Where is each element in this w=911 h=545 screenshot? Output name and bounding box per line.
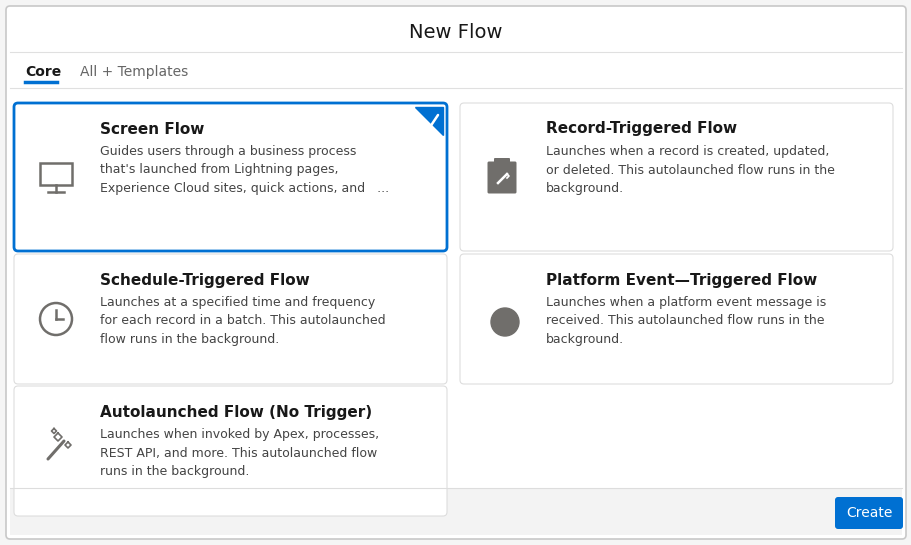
- Text: Platform Event—Triggered Flow: Platform Event—Triggered Flow: [546, 272, 816, 288]
- Text: Core: Core: [25, 65, 61, 79]
- Text: Launches when a platform event message is
received. This autolaunched flow runs : Launches when a platform event message i…: [546, 296, 825, 346]
- Text: Record-Triggered Flow: Record-Triggered Flow: [546, 122, 736, 136]
- FancyBboxPatch shape: [834, 497, 902, 529]
- Text: Launches at a specified time and frequency
for each record in a batch. This auto: Launches at a specified time and frequen…: [100, 296, 385, 346]
- FancyBboxPatch shape: [14, 103, 446, 251]
- FancyBboxPatch shape: [487, 161, 516, 193]
- Text: Screen Flow: Screen Flow: [100, 122, 204, 136]
- Circle shape: [490, 308, 518, 336]
- FancyBboxPatch shape: [40, 163, 72, 185]
- Text: Schedule-Triggered Flow: Schedule-Triggered Flow: [100, 272, 310, 288]
- FancyBboxPatch shape: [494, 158, 509, 168]
- Text: All + Templates: All + Templates: [80, 65, 188, 79]
- Text: Autolaunched Flow (No Trigger): Autolaunched Flow (No Trigger): [100, 404, 372, 420]
- Text: Create: Create: [844, 506, 891, 520]
- Text: Launches when invoked by Apex, processes,
REST API, and more. This autolaunched : Launches when invoked by Apex, processes…: [100, 428, 379, 478]
- Text: New Flow: New Flow: [409, 22, 502, 41]
- FancyBboxPatch shape: [459, 254, 892, 384]
- FancyBboxPatch shape: [6, 6, 905, 539]
- Text: Guides users through a business process
that's launched from Lightning pages,
Ex: Guides users through a business process …: [100, 145, 389, 195]
- FancyBboxPatch shape: [14, 254, 446, 384]
- Text: Launches when a record is created, updated,
or deleted. This autolaunched flow r: Launches when a record is created, updat…: [546, 145, 834, 195]
- FancyBboxPatch shape: [10, 488, 901, 535]
- Polygon shape: [415, 107, 443, 135]
- FancyBboxPatch shape: [14, 386, 446, 516]
- FancyBboxPatch shape: [459, 103, 892, 251]
